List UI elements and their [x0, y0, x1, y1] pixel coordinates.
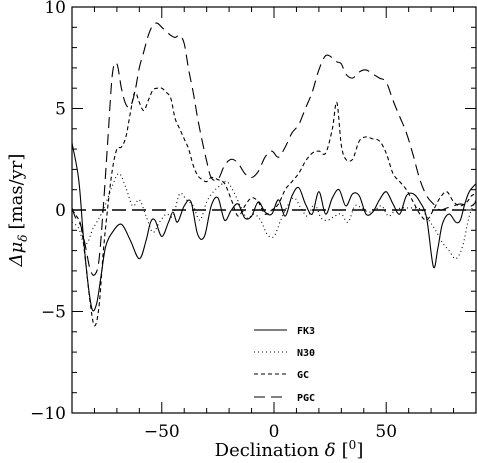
x-tick-label: −50: [144, 422, 180, 442]
y-tick-label: 10: [44, 0, 66, 18]
series-line-fk3: [72, 142, 476, 312]
y-tick-label: −5: [41, 303, 66, 323]
series-line-n30: [72, 172, 476, 260]
legend-label-fk3: FK3: [297, 326, 315, 337]
y-tick-label: 0: [55, 201, 66, 221]
legend: FK3 N30 GC PGC: [254, 326, 315, 404]
x-tick-label: 0: [269, 422, 280, 442]
legend-label-n30: N30: [297, 348, 315, 359]
series-layer: [72, 22, 476, 327]
x-axis-title: Declination δ [0]: [215, 438, 364, 461]
legend-label-pgc: PGC: [297, 393, 315, 404]
y-tick-label: 5: [55, 100, 66, 120]
series-line-pgc: [72, 22, 476, 276]
series-line-gc: [72, 87, 476, 327]
legend-label-gc: GC: [297, 370, 309, 381]
y-axis-title: Δμδ[mas/yr]: [6, 154, 30, 268]
y-tick-label: −10: [30, 404, 66, 424]
x-tick-label: 50: [375, 422, 397, 442]
